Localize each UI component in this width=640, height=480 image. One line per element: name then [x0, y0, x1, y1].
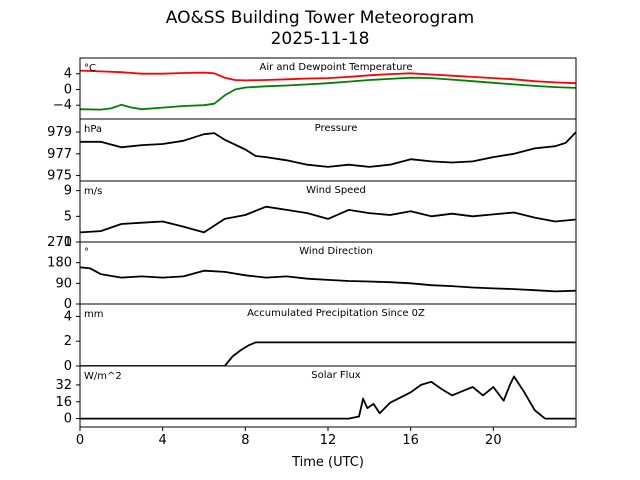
series-line-accumulated-precipitation: [80, 341, 576, 366]
y-tick-label: 0: [64, 82, 72, 97]
panel-unit: W/m^2: [84, 371, 122, 382]
y-tick-label: 979: [47, 125, 72, 140]
x-tick-label: 12: [320, 433, 337, 448]
series-line-solar-flux: [80, 375, 576, 420]
y-tick-label: 16: [55, 395, 72, 410]
y-tick-label: 0: [64, 412, 72, 427]
series-line-air-temperature: [80, 69, 576, 85]
x-axis-label: Time (UTC): [291, 455, 364, 470]
y-tick-label: 9: [64, 184, 72, 199]
y-tick-label: 32: [55, 378, 72, 393]
y-tick-label: 0: [64, 359, 72, 374]
y-tick-label: 1: [64, 235, 72, 250]
chart-date: 2025-11-18: [270, 29, 370, 49]
x-tick-label: 8: [241, 433, 249, 448]
panel-unit: hPa: [84, 124, 102, 135]
chart-title: AO&SS Building Tower Meteorogram: [165, 8, 475, 28]
x-tick-label: 20: [485, 433, 502, 448]
panel-unit: m/s: [84, 186, 102, 197]
panel-title: Wind Direction: [299, 246, 373, 257]
y-tick-label: 975: [47, 169, 72, 184]
y-tick-label: 4: [64, 309, 72, 324]
panel-title: Wind Speed: [306, 185, 366, 196]
y-tick-label: 2: [64, 334, 72, 349]
x-tick-label: 4: [159, 433, 167, 448]
series-line-wind-speed: [80, 205, 576, 234]
y-tick-label: 90: [55, 276, 72, 291]
panel-unit: °C: [84, 63, 96, 74]
y-tick-label: 4: [64, 67, 72, 82]
y-tick-label: −4: [53, 98, 72, 113]
series-line-wind-direction: [80, 266, 576, 293]
panel-title: Accumulated Precipitation Since 0Z: [247, 308, 425, 319]
y-tick-label: 270: [47, 235, 72, 250]
y-tick-label: 0: [64, 297, 72, 312]
panel-unit: °: [84, 247, 89, 258]
panel-unit: mm: [84, 309, 103, 320]
panel-title: Air and Dewpoint Temperature: [260, 62, 413, 73]
panel-title: Solar Flux: [311, 370, 361, 381]
x-tick-label: 0: [76, 433, 84, 448]
y-tick-label: 5: [64, 209, 72, 224]
series-line-pressure: [80, 131, 576, 168]
panel-title: Pressure: [315, 123, 358, 134]
x-tick-label: 16: [402, 433, 419, 448]
y-tick-label: 180: [47, 256, 72, 271]
y-tick-label: 977: [47, 147, 72, 162]
series-line-dewpoint: [80, 76, 576, 111]
